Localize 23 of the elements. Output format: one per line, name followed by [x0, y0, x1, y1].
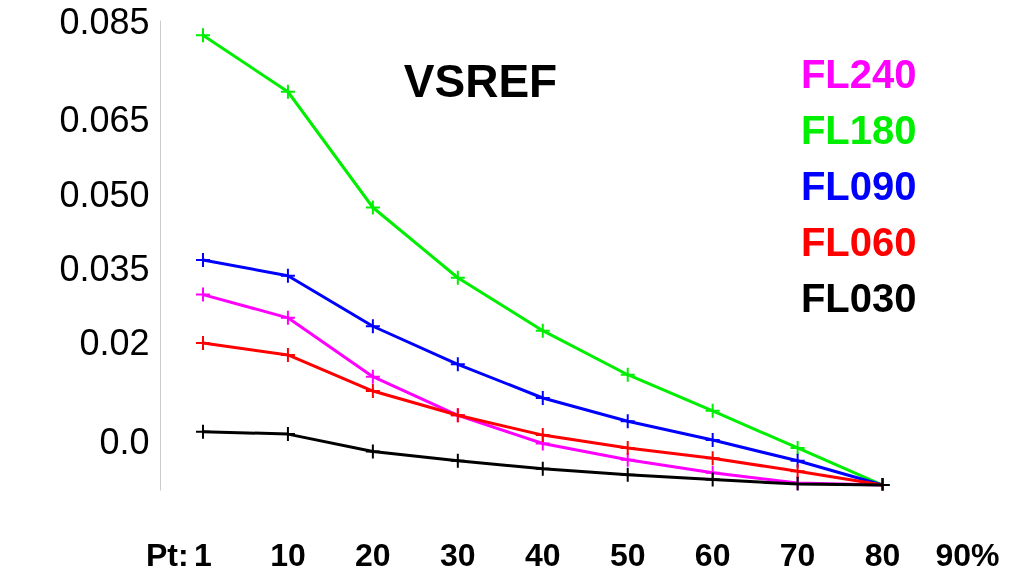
x-tick-label: 50 — [609, 536, 646, 573]
y-tick-label: 0.02 — [79, 322, 150, 364]
text: FL030 — [800, 275, 917, 320]
y-tick-label: 0.065 — [59, 99, 150, 141]
x-tick-label: 90% — [935, 536, 1000, 573]
x-tick-label: 20 — [355, 536, 391, 573]
x-tick-label: 30 — [440, 536, 476, 573]
text: FL060 — [800, 219, 917, 264]
y-tick-label: 0.035 — [59, 247, 150, 289]
x-tick-label: 1 — [194, 536, 212, 573]
text: FL090 — [800, 163, 917, 208]
text: FL240 — [800, 51, 917, 96]
x-tick-label: 60 — [694, 536, 731, 573]
x-tick-label: 80 — [864, 536, 901, 573]
x-axis-title: Pt: — [145, 536, 189, 573]
x-tick-label: 40 — [524, 536, 561, 573]
text: FL180 — [800, 107, 917, 152]
x-tick-label: 70 — [779, 536, 816, 573]
y-tick-label: 0.050 — [59, 173, 150, 215]
x-tick-label: 10 — [270, 536, 306, 573]
y-tick-label: 0.085 — [59, 0, 150, 42]
y-tick-label: 0.0 — [99, 421, 150, 463]
text: VSREF — [403, 54, 558, 107]
